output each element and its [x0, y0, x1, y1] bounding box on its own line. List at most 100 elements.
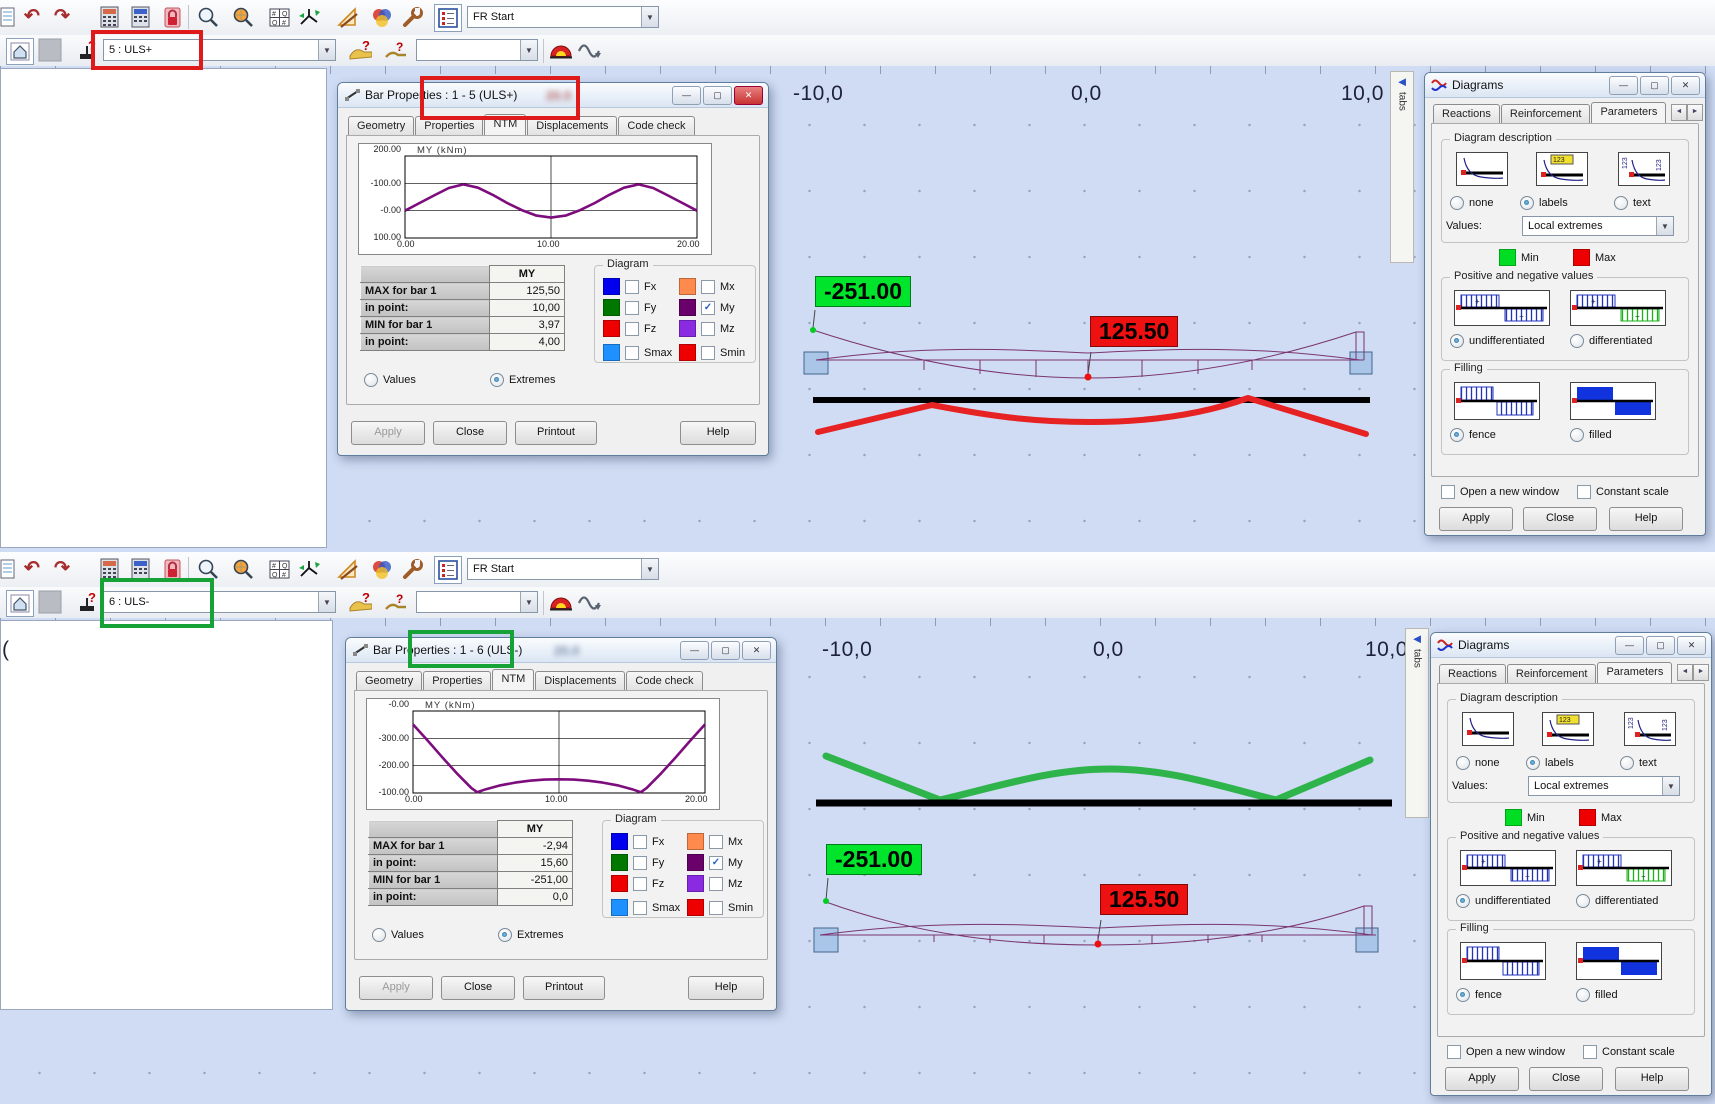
diagram-option-fx[interactable]: Fx	[611, 833, 664, 850]
fz-checkbox[interactable]	[633, 876, 647, 891]
close-button[interactable]: ✕	[1677, 636, 1706, 655]
description-none-radio[interactable]: none	[1450, 196, 1493, 210]
home-view-icon[interactable]	[6, 38, 34, 65]
differentiated-radio-circle[interactable]	[1570, 334, 1584, 348]
undo-icon[interactable]: ↶	[24, 557, 40, 579]
chevron-down-icon[interactable]: ▼	[318, 592, 335, 612]
tab-code-check[interactable]: Code check	[626, 671, 703, 690]
minimize-button[interactable]: —	[1615, 636, 1644, 655]
description-text-radio[interactable]: text	[1620, 756, 1657, 770]
description-labels-radio[interactable]: labels	[1520, 196, 1568, 210]
help-button[interactable]: Help	[1615, 1067, 1689, 1091]
apply-button[interactable]: Apply	[359, 976, 433, 1000]
new-window-checkbox-box[interactable]	[1441, 485, 1455, 499]
undifferentiated-thumbnail[interactable]: + −	[1460, 850, 1556, 886]
mx-checkbox[interactable]	[709, 834, 723, 849]
description-none-radio[interactable]: none	[1456, 756, 1499, 770]
tab-properties[interactable]: Properties	[423, 671, 492, 690]
constant-scale-checkbox[interactable]: Constant scale	[1577, 485, 1669, 499]
diagram-option-fx[interactable]: Fx	[603, 278, 656, 295]
fence-thumbnail[interactable]	[1460, 942, 1546, 980]
differentiated-radio[interactable]: differentiated	[1570, 334, 1652, 348]
extremes-radio-circle[interactable]	[490, 373, 504, 387]
tab-reinforcement[interactable]: Reinforcement	[1506, 664, 1597, 683]
differentiated-thumbnail[interactable]: + −	[1570, 290, 1666, 326]
member-orientation-icon[interactable]	[297, 557, 321, 581]
zoom-icon[interactable]	[196, 5, 220, 29]
diagram-option-my[interactable]: ✓ My	[679, 299, 735, 316]
close-button[interactable]: ✕	[1671, 76, 1700, 95]
collapse-left-icon[interactable]: ◄	[1410, 631, 1424, 646]
section-shape-icon[interactable]	[548, 38, 572, 62]
printout-button[interactable]: Printout	[515, 421, 597, 445]
redo-icon[interactable]: ↷	[54, 5, 70, 27]
document-icon[interactable]	[0, 557, 16, 581]
tools-wrench-icon[interactable]	[401, 5, 425, 29]
render-3d-icon[interactable]	[370, 557, 394, 581]
description-labels-thumbnail[interactable]: 123	[1536, 152, 1588, 186]
filled-radio[interactable]: filled	[1570, 428, 1612, 442]
tab-parameters[interactable]: Parameters	[1591, 102, 1667, 123]
extremes-radio[interactable]: Extremes	[498, 928, 563, 942]
fence-radio[interactable]: fence	[1450, 428, 1496, 442]
scroll-right-icon[interactable]: ►	[1693, 664, 1709, 681]
fence-radio-circle[interactable]	[1456, 988, 1470, 1002]
load-case-combo[interactable]: 6 : ULS- ▼	[103, 591, 336, 613]
new-window-checkbox-box[interactable]	[1447, 1045, 1461, 1059]
collapse-left-icon[interactable]: ◄	[1395, 74, 1409, 89]
member-orientation-icon[interactable]	[297, 5, 321, 29]
open-new-window-checkbox[interactable]: Open a new window	[1441, 485, 1559, 499]
calculation-results-icon[interactable]	[128, 5, 152, 29]
tab-properties[interactable]: Properties	[415, 116, 484, 135]
printout-button[interactable]: Printout	[523, 976, 605, 1000]
chevron-down-icon[interactable]: ▼	[1656, 217, 1673, 235]
my-checkbox[interactable]: ✓	[709, 855, 723, 870]
differentiated-radio[interactable]: differentiated	[1576, 894, 1658, 908]
mz-checkbox[interactable]	[709, 876, 723, 891]
scroll-right-icon[interactable]: ►	[1687, 104, 1703, 121]
diagram-option-smin[interactable]: Smin	[679, 344, 745, 361]
undo-icon[interactable]: ↶	[24, 5, 40, 27]
tab-geometry[interactable]: Geometry	[348, 116, 415, 135]
home-view-icon[interactable]	[6, 590, 34, 617]
values-radio-circle[interactable]	[364, 373, 378, 387]
maximize-button[interactable]: ▢	[711, 641, 740, 660]
layout-list-icon[interactable]	[434, 556, 462, 584]
labels-radio-circle[interactable]	[1520, 196, 1534, 210]
help-button[interactable]: Help	[688, 976, 764, 1000]
node-question-icon[interactable]: ?	[384, 590, 408, 614]
lock-results-icon[interactable]	[160, 5, 184, 29]
values-mode-combo[interactable]: Local extremes ▼	[1522, 216, 1674, 236]
extremes-radio[interactable]: Extremes	[490, 373, 555, 387]
tabs-strip[interactable]: ◄ tabs	[1405, 628, 1429, 818]
description-labels-thumbnail[interactable]: 123	[1542, 712, 1594, 746]
tab-geometry[interactable]: Geometry	[356, 671, 423, 690]
filled-thumbnail[interactable]	[1570, 382, 1656, 420]
drafting-icon[interactable]	[336, 557, 360, 581]
values-radio-circle[interactable]	[372, 928, 386, 942]
view-selector-combo[interactable]: FR Start ▼	[467, 6, 659, 28]
chevron-down-icon[interactable]: ▼	[1662, 777, 1679, 795]
smin-checkbox[interactable]	[709, 900, 723, 915]
undifferentiated-radio-circle[interactable]	[1456, 894, 1470, 908]
description-text-thumbnail[interactable]: 123 123	[1618, 152, 1670, 186]
fence-radio-circle[interactable]	[1450, 428, 1464, 442]
diagram-option-mx[interactable]: Mx	[687, 833, 743, 850]
secondary-combo[interactable]: ▼	[416, 591, 538, 613]
values-table-icon[interactable]: # Q Q #	[267, 557, 291, 581]
labels-radio-circle[interactable]	[1526, 756, 1540, 770]
tab-ntm[interactable]: NTM	[492, 669, 535, 690]
filled-thumbnail[interactable]	[1576, 942, 1662, 980]
text-radio-circle[interactable]	[1620, 756, 1634, 770]
undifferentiated-thumbnail[interactable]: + −	[1454, 290, 1550, 326]
load-case-combo[interactable]: 5 : ULS+ ▼	[103, 39, 336, 61]
diagram-option-fy[interactable]: Fy	[611, 854, 664, 871]
minimize-button[interactable]: —	[680, 641, 709, 660]
fence-radio[interactable]: fence	[1456, 988, 1502, 1002]
description-none-thumbnail[interactable]	[1456, 152, 1508, 186]
constant-scale-checkbox-box[interactable]	[1583, 1045, 1597, 1059]
diagram-option-mx[interactable]: Mx	[679, 278, 735, 295]
close-button[interactable]: ✕	[742, 641, 771, 660]
close-button[interactable]: Close	[441, 976, 515, 1000]
chevron-down-icon[interactable]: ▼	[641, 559, 658, 579]
